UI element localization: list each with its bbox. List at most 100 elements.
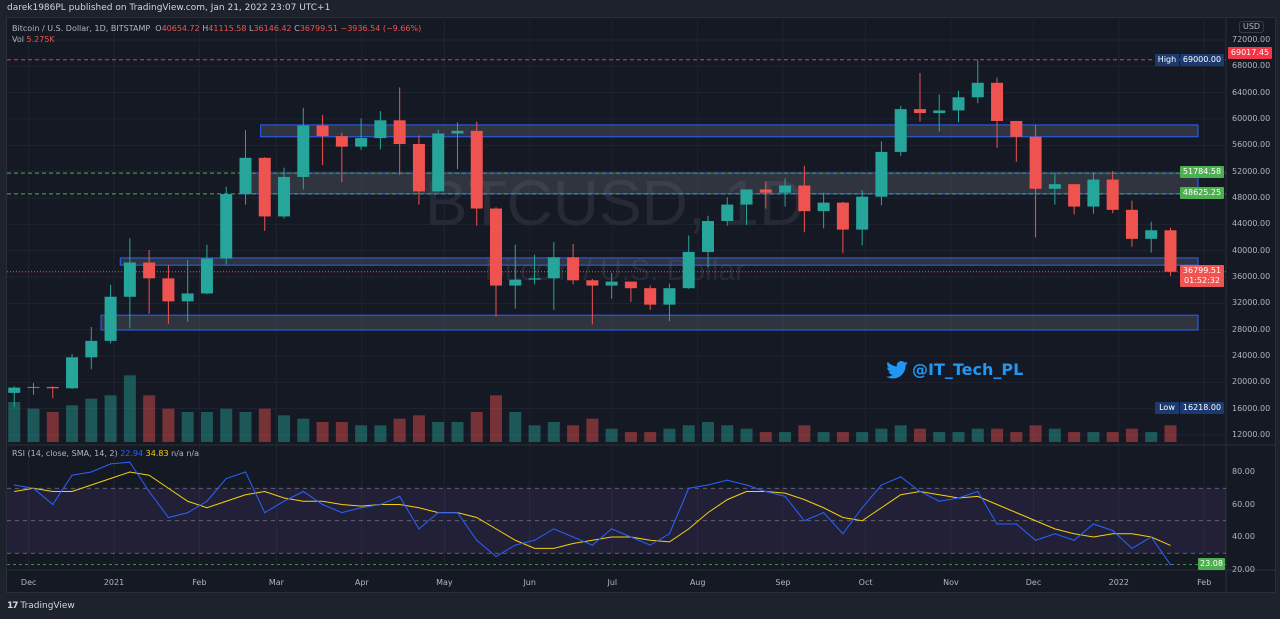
candle-body [470, 130, 483, 209]
candle-body [8, 387, 21, 393]
currency-label[interactable]: USD [1239, 21, 1265, 33]
social-handle: @IT_Tech_PL [886, 360, 1023, 379]
rsi-point [225, 477, 227, 480]
rsi-point [649, 544, 651, 546]
rsi-tick-label: 80.00 [1232, 467, 1255, 476]
price-tick-label: 24000.00 [1232, 350, 1271, 360]
candle-body [1048, 184, 1061, 189]
volume-bar [1164, 425, 1177, 442]
low-tag: Low [1155, 402, 1179, 414]
price-tick-label: 12000.00 [1232, 429, 1271, 439]
rsi-point [187, 512, 189, 514]
volume-bar [952, 432, 965, 442]
na-1: n/a [171, 449, 184, 458]
candle-body [278, 176, 291, 217]
volume-bar [913, 428, 926, 442]
candle-body [412, 144, 425, 192]
rsi-point [765, 490, 767, 493]
volume-bar [875, 428, 888, 442]
rsi-point [880, 484, 883, 486]
candle-body [1010, 120, 1023, 137]
candle-body [66, 357, 79, 389]
rsi-point [842, 533, 844, 535]
candle-body [297, 125, 310, 177]
rsi-point [823, 512, 825, 514]
rsi-point [977, 490, 979, 493]
publisher-line: darek1986PL published on TradingView.com… [7, 3, 331, 13]
high-tag: High [1155, 54, 1179, 66]
candle-body [46, 386, 59, 389]
low-badge: 16218.00 [1180, 402, 1224, 414]
chart-panel[interactable] [6, 17, 1276, 593]
volume-bar [1106, 432, 1119, 442]
candle-body [1164, 230, 1177, 272]
rsi-point [32, 487, 35, 489]
level-badge-1: 51784.58 [1180, 166, 1224, 178]
volume-bar [836, 432, 849, 442]
time-tick-label: Apr [354, 578, 369, 587]
candle-body [913, 109, 926, 114]
candle-body [1029, 136, 1042, 189]
time-tick-label: May [436, 578, 453, 587]
volume-bar [297, 418, 310, 442]
rsi-point [1112, 529, 1114, 532]
rsi-point [302, 490, 304, 493]
rsi-point [418, 528, 420, 530]
volume-bar [663, 428, 676, 442]
time-tick-label: Oct [858, 578, 873, 587]
volume-bar [393, 418, 406, 442]
rsi-point [13, 484, 15, 486]
price-tick-label: 48000.00 [1232, 192, 1271, 202]
volume-bar [624, 432, 637, 442]
volume-bar [123, 375, 136, 442]
volume-bar [143, 395, 156, 442]
rsi-point [533, 539, 536, 541]
candle-body [220, 194, 233, 259]
price-tick-label: 28000.00 [1232, 324, 1271, 334]
candle-body [952, 97, 965, 111]
candle-body [817, 202, 830, 212]
rsi-point [726, 479, 728, 481]
rsi-point [900, 476, 902, 478]
rsi-point [957, 497, 960, 499]
candle-body [894, 109, 907, 152]
volume-bar [1010, 432, 1023, 442]
volume-bar [355, 425, 368, 442]
twitter-bird-icon [886, 360, 908, 379]
rsi-point [52, 503, 54, 506]
volume-bar [567, 425, 580, 442]
rsi-tick-label: 60.00 [1232, 499, 1255, 509]
volume-bar [798, 425, 811, 442]
vol-label: Vol [12, 35, 24, 44]
candle-body [1087, 179, 1100, 207]
time-tick-label: Jun [523, 578, 536, 587]
bar-countdown: 01:52:32 [1184, 276, 1220, 285]
rsi-point [379, 503, 381, 506]
open-value: 40654.72 [161, 24, 200, 33]
time-tick-label: Nov [943, 578, 959, 587]
candle-body [162, 278, 175, 302]
tradingview-logo[interactable]: 17 TradingView [7, 601, 75, 611]
tv-logo-icon: 17 [7, 601, 18, 611]
rsi-label: RSI (14, close, SMA, 14, 2) [12, 449, 118, 458]
last-price: 36799.51 [1182, 266, 1222, 275]
rsi-sma-value: 34.83 [145, 449, 169, 458]
volume-bar [894, 425, 907, 442]
volume-bar [856, 432, 869, 442]
volume-bar [200, 412, 213, 442]
candle-body [393, 120, 406, 145]
volume-bar [162, 408, 175, 442]
candle-body [1106, 179, 1119, 210]
volume-bar [490, 395, 503, 442]
time-tick-label: Jul [607, 578, 618, 587]
rsi-point [611, 528, 613, 530]
candle-body [798, 185, 811, 212]
candle-body [933, 110, 946, 114]
rsi-point [1169, 564, 1172, 566]
na-2: n/a [186, 449, 199, 458]
candle-body [1145, 230, 1158, 239]
candle-body [875, 151, 888, 197]
rsi-point [938, 500, 940, 502]
rsi-point [591, 544, 593, 546]
